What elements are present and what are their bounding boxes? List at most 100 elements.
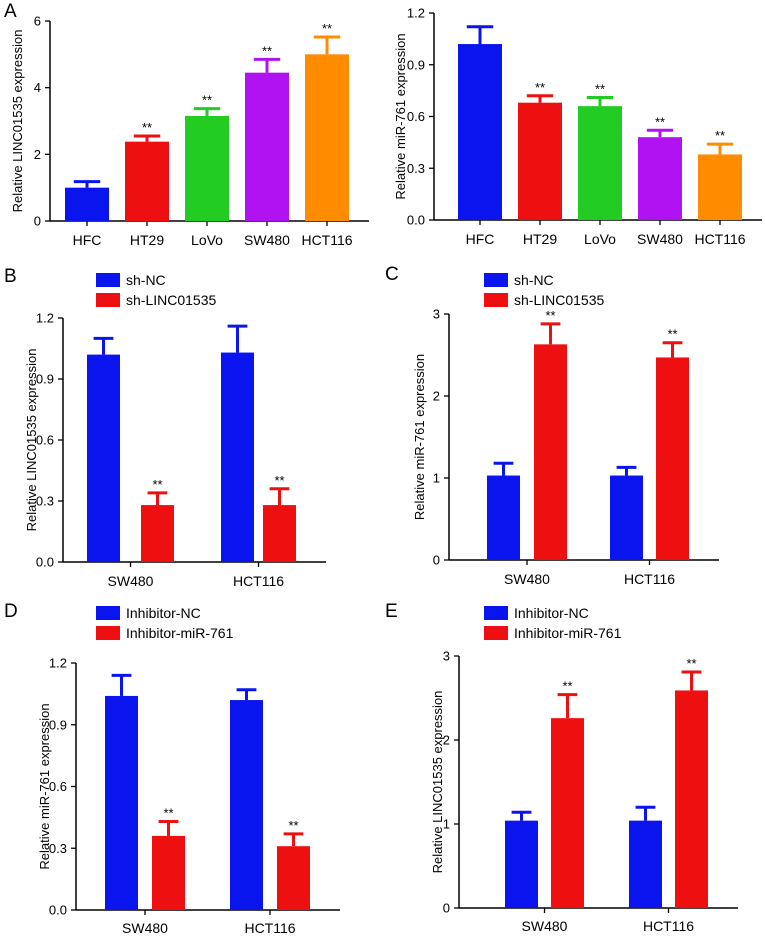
category-label: SW480	[122, 920, 168, 936]
category-label: HCT116	[694, 231, 745, 247]
y-tick-label: 0.3	[407, 161, 425, 176]
bar-hfc	[458, 44, 502, 220]
chart-panel-2: 0.0 0.3 0.6 0.9 1.2 Relative miR-761 expressi…	[393, 6, 762, 247]
category-label: SW480	[522, 918, 568, 934]
category-label: SW480	[108, 573, 154, 589]
bar-sw480-inhibitor-mir-761	[152, 835, 185, 910]
legend-swatch	[484, 273, 508, 287]
y-tick-label: 0.6	[407, 109, 425, 124]
y-tick-label: 0.3	[36, 494, 54, 509]
significance-label: **	[715, 128, 725, 143]
y-tick-label: 1	[443, 817, 450, 832]
significance-label: **	[595, 82, 605, 97]
significance-label: **	[202, 93, 212, 108]
bar-hfc	[65, 187, 109, 221]
bar-ht29	[518, 102, 562, 220]
legend-label: Inhibitor-miR-761	[514, 625, 622, 641]
legend-swatch	[96, 293, 120, 307]
bar-sw480-inhibitor-nc	[105, 695, 138, 910]
panel-letter: D	[4, 601, 18, 622]
category-label: HFC	[73, 232, 102, 248]
category-label: LoVo	[191, 232, 223, 248]
bar-sw480-sh-nc	[87, 354, 120, 562]
bar-lovo	[578, 106, 622, 220]
y-tick-label: 0.9	[407, 57, 425, 72]
y-tick-label: 3	[443, 649, 450, 664]
legend-swatch	[96, 606, 120, 620]
y-tick-label: 1	[433, 471, 440, 486]
y-tick-label: 3	[433, 307, 440, 322]
significance-label: **	[686, 656, 696, 671]
category-label: SW480	[504, 571, 550, 587]
legend-swatch	[484, 626, 508, 640]
legend-label: sh-LINC01535	[126, 292, 216, 308]
bar-hct116-inhibitor-nc	[230, 700, 263, 910]
panel-letter: E	[385, 601, 398, 622]
legend-label: sh-NC	[126, 272, 166, 288]
significance-label: **	[274, 473, 284, 488]
panel-letter: A	[4, 1, 17, 22]
y-tick-label: 0	[433, 553, 440, 568]
legend-swatch	[484, 293, 508, 307]
y-axis-label: Relative LINC01535 expression	[10, 30, 25, 213]
bar-sw480-sh-linc01535	[534, 344, 567, 560]
category-label: HT29	[523, 231, 557, 247]
y-tick-label: 2	[443, 733, 450, 748]
significance-label: **	[262, 43, 272, 58]
y-tick-label: 0.9	[36, 372, 54, 387]
category-label: SW480	[637, 231, 683, 247]
y-tick-label: 0	[34, 214, 41, 229]
bar-hct116-inhibitor-nc	[629, 820, 662, 908]
y-axis-label: Relative miR-761 expression	[412, 354, 427, 520]
bar-sw480	[638, 137, 682, 220]
bar-sw480	[245, 72, 289, 222]
y-tick-label: 6	[34, 14, 41, 29]
y-axis-label: Relative LINC01535 expression	[24, 349, 39, 532]
chart-panel-3: B 0.0 0.3 0.6 0.9 1.2 Relative LINC01535 expre…	[4, 266, 326, 589]
y-tick-label: 1.2	[49, 656, 67, 671]
bar-lovo	[185, 116, 229, 221]
significance-label: **	[163, 805, 173, 820]
chart-panel-1: A 0 2 4 6 Relative LINC01535 expression HFC ** H…	[4, 1, 369, 248]
y-axis-label: Relative miR-761 expression	[393, 33, 408, 199]
category-label: HCT116	[244, 920, 295, 936]
bar-sw480-inhibitor-nc	[505, 820, 538, 908]
legend-label: Inhibitor-NC	[126, 605, 201, 621]
legend-label: Inhibitor-NC	[514, 605, 589, 621]
bar-hct116-sh-nc	[610, 475, 643, 560]
significance-label: **	[545, 308, 555, 323]
chart-panel-6: E 0 1 2 3 Relative LINC01535 expression ** SW48…	[385, 601, 738, 934]
category-label: LoVo	[584, 231, 616, 247]
y-tick-label: 1.2	[407, 6, 425, 21]
y-tick-label: 0.0	[407, 213, 425, 228]
bar-hct116-sh-linc01535	[656, 357, 689, 560]
category-label: HFC	[466, 231, 495, 247]
bar-sw480-sh-nc	[487, 475, 520, 560]
y-tick-label: 0.0	[36, 555, 54, 570]
significance-label: **	[655, 114, 665, 129]
bar-hct116-sh-linc01535	[263, 505, 296, 562]
significance-label: **	[562, 679, 572, 694]
panel-letter: B	[4, 266, 17, 287]
significance-label: **	[142, 120, 152, 135]
y-tick-label: 0.9	[49, 717, 67, 732]
bar-hct116	[305, 54, 349, 222]
category-label: HT29	[130, 232, 164, 248]
category-label: SW480	[244, 232, 290, 248]
legend-swatch	[484, 606, 508, 620]
legend-label: Inhibitor-miR-761	[126, 625, 234, 641]
category-label: HCT116	[233, 573, 284, 589]
category-label: HCT116	[624, 571, 675, 587]
y-tick-label: 1.2	[36, 311, 54, 326]
significance-label: **	[667, 327, 677, 342]
significance-label: **	[152, 477, 162, 492]
y-tick-label: 4	[34, 80, 41, 95]
bar-hct116-inhibitor-mir-761	[277, 846, 310, 910]
chart-panel-4: C 0 1 2 3 Relative miR-761 expression ** SW480 *…	[385, 264, 719, 587]
bar-ht29	[125, 141, 169, 221]
bar-hct116-inhibitor-mir-761	[675, 690, 708, 908]
bar-sw480-inhibitor-mir-761	[551, 718, 584, 908]
significance-label: **	[322, 21, 332, 36]
legend-label: sh-LINC01535	[514, 292, 604, 308]
